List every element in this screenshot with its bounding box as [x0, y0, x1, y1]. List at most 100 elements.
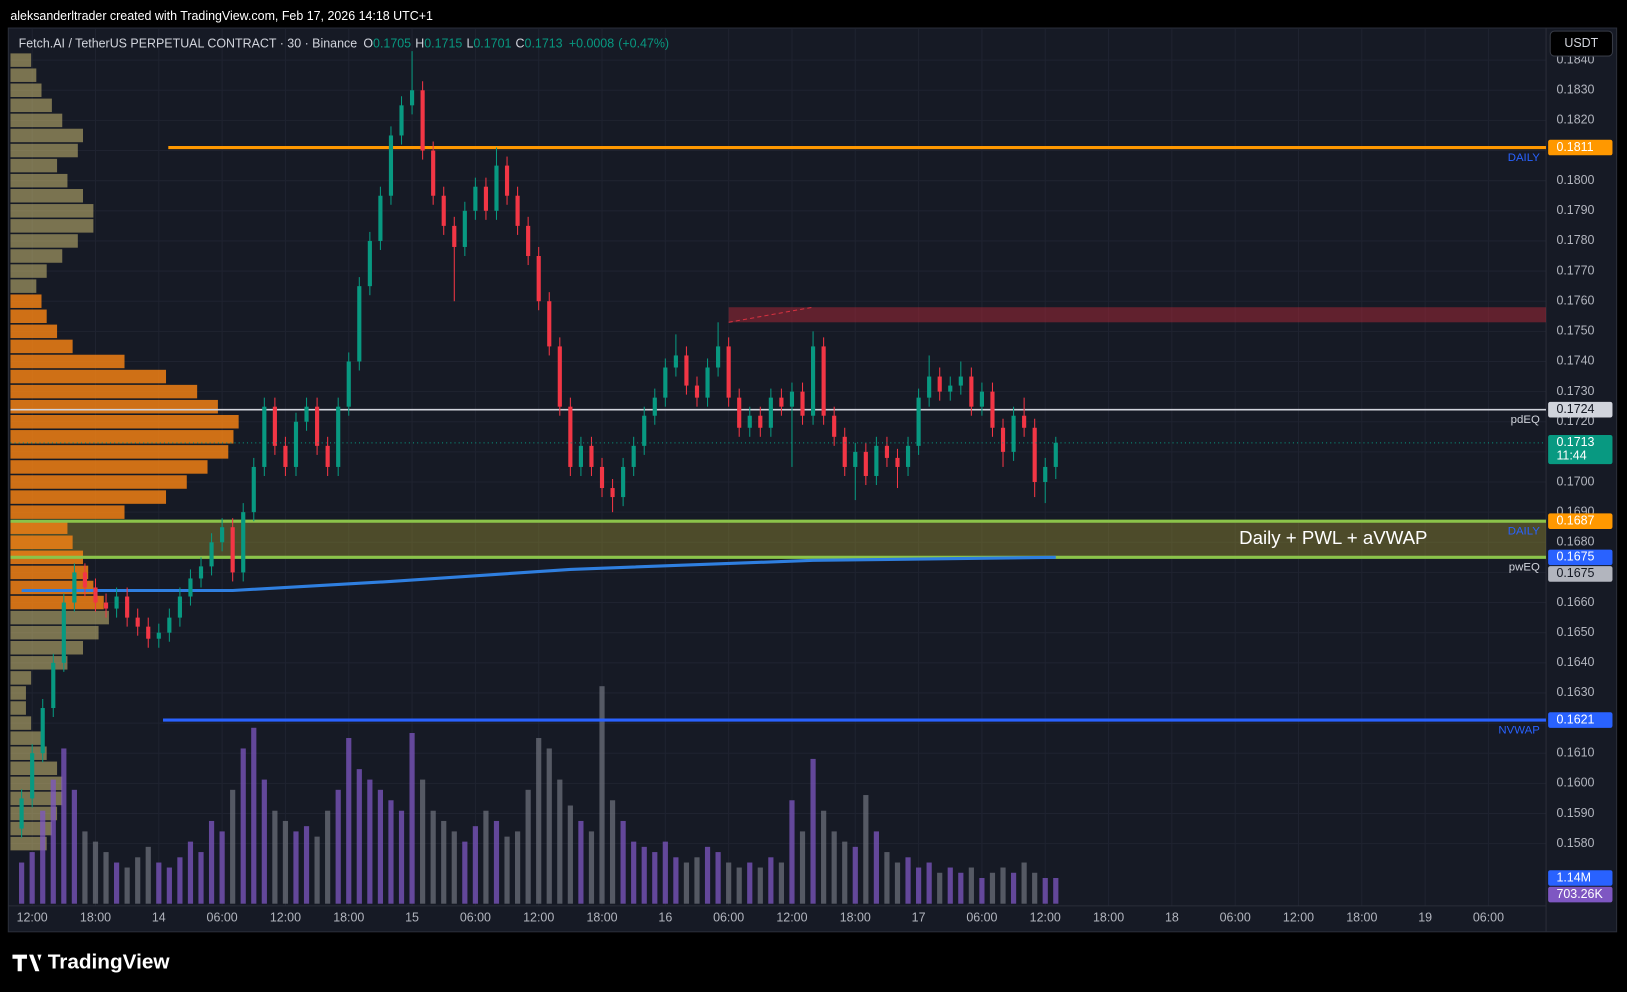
volume-bar — [177, 857, 183, 904]
volume-bar — [282, 820, 289, 904]
profile-bar — [10, 294, 42, 308]
level-badge-text: 0.1811 — [1556, 140, 1593, 154]
currency[interactable]: USDT — [1564, 36, 1598, 50]
volume-bar — [620, 820, 626, 904]
x-tick-label: 12:00 — [776, 911, 807, 925]
profile-bar — [10, 113, 63, 128]
profile-bar — [10, 731, 42, 745]
volume-bar — [578, 820, 584, 904]
avwap-line — [21, 555, 1056, 593]
volume-badge-text: 703.26K — [1556, 887, 1603, 901]
y-tick-label: 0.1590 — [1556, 806, 1594, 820]
volume-bar — [145, 846, 151, 904]
candle-body — [198, 566, 204, 579]
volume-bar — [694, 857, 700, 904]
volume-bar — [462, 841, 468, 904]
candle-body — [547, 301, 552, 347]
y-tick-label: 0.1790 — [1556, 203, 1594, 217]
profile-bar — [10, 535, 73, 550]
volume-bar — [863, 795, 869, 904]
volume-bar — [240, 748, 246, 904]
candle-body — [905, 445, 911, 467]
profile-bar — [10, 821, 52, 836]
volume-bar — [810, 758, 816, 904]
volume-bar — [92, 841, 99, 904]
volume-bar — [187, 841, 194, 904]
candle-body — [82, 572, 88, 588]
volume-bar — [335, 789, 341, 904]
profile-bar — [10, 143, 78, 158]
profile-bar — [10, 595, 104, 610]
legend-value: 0.1715 — [424, 37, 462, 51]
candle-body — [146, 626, 151, 639]
candle-body — [874, 445, 879, 476]
volume-bar — [546, 748, 552, 904]
candle-body — [568, 406, 573, 467]
volume-bar — [1021, 862, 1027, 904]
volume-bar — [219, 831, 225, 904]
candle-body — [589, 445, 594, 467]
candle-body — [557, 346, 562, 407]
candle-body — [177, 596, 182, 618]
volume-bar — [409, 733, 415, 904]
volume-bar — [346, 738, 352, 904]
x-tick-label: 06:00 — [460, 911, 491, 925]
volume-bar — [135, 857, 141, 904]
volume-bar — [71, 789, 77, 904]
volume-bar — [325, 810, 331, 904]
volume-bar — [1000, 867, 1006, 904]
candle-body — [663, 367, 668, 398]
plot: Daily + PWL + aVWAP — [10, 51, 1547, 904]
candle-body — [789, 391, 795, 407]
brand: TradingView — [48, 950, 171, 973]
profile-bar — [10, 565, 89, 580]
volume-bar — [747, 862, 753, 904]
volume-bar — [314, 836, 320, 904]
y-tick-label: 0.1680 — [1556, 535, 1594, 549]
candle-body — [737, 397, 742, 428]
volume-bar — [82, 831, 88, 904]
candle-body — [272, 406, 277, 446]
legend-key: L — [466, 37, 473, 51]
candle-body — [578, 445, 583, 467]
x-tick-label: 14 — [152, 911, 166, 925]
candle-body — [473, 186, 478, 211]
volume-bar — [599, 686, 605, 904]
y-tick-label: 0.1750 — [1556, 324, 1594, 338]
symbol: Fetch.AI / TetherUS PERPETUAL CONTRACT ·… — [19, 37, 358, 51]
candle-body — [409, 90, 415, 106]
profile-bar — [10, 188, 84, 203]
volume-bar — [40, 810, 46, 904]
candle-body — [357, 286, 362, 362]
level-badge-text: 0.1621 — [1556, 712, 1594, 726]
candle-body — [494, 165, 499, 211]
candle-body — [673, 355, 678, 368]
volume-bar — [609, 800, 616, 904]
volume-bar — [905, 857, 911, 904]
candle-body — [30, 753, 35, 799]
candle-body — [969, 376, 974, 407]
profile-bar — [10, 158, 58, 173]
x-tick-label: 12:00 — [1283, 911, 1314, 925]
profile-bar — [10, 746, 47, 760]
candle-body — [779, 397, 784, 407]
volume-bar — [1032, 872, 1038, 904]
volume-bar — [103, 852, 109, 904]
candle-body — [1011, 415, 1016, 452]
candle-body — [631, 445, 636, 467]
profile-bar — [10, 279, 37, 293]
x-tick-label: 12:00 — [17, 911, 48, 925]
volume-bar — [1053, 877, 1059, 904]
volume-bar — [356, 769, 362, 904]
candle-body — [209, 542, 214, 567]
level-tag: DAILY — [1508, 152, 1541, 164]
y-tick-label: 0.1800 — [1556, 173, 1594, 187]
profile-bar — [10, 68, 37, 82]
chart-content: 0.15800.15900.16000.16100.16200.16300.16… — [8, 28, 1613, 932]
candle-body — [431, 150, 436, 196]
candle-body — [230, 527, 235, 573]
currency-button[interactable] — [1549, 30, 1613, 57]
volume-bar — [272, 810, 278, 904]
volume-bar — [662, 841, 668, 904]
volume-bar — [736, 867, 742, 904]
